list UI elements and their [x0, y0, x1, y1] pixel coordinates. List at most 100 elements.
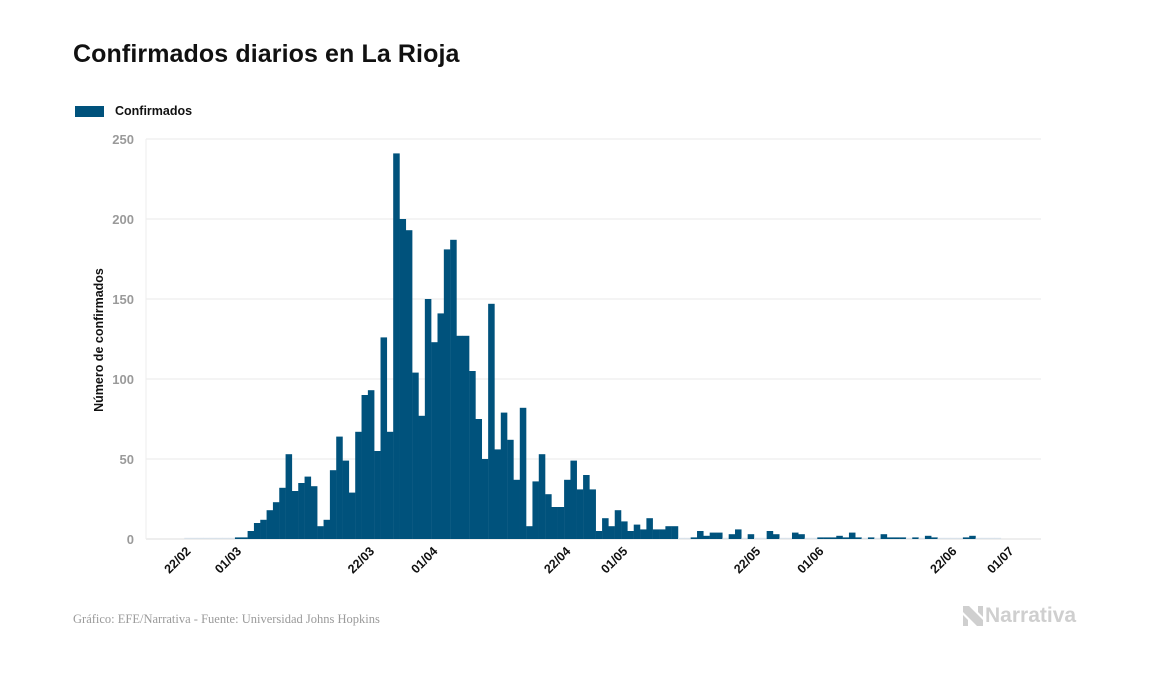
bar — [488, 303, 495, 539]
bar — [583, 475, 590, 539]
bar — [374, 451, 381, 539]
bar — [228, 537, 236, 539]
bar — [950, 537, 957, 539]
bar — [886, 537, 894, 539]
y-tick-label: 100 — [112, 372, 134, 387]
bar — [874, 537, 881, 539]
x-tick-label: 22/04 — [541, 544, 573, 576]
bar — [336, 436, 343, 539]
x-tick-label: 22/06 — [927, 544, 959, 576]
bar — [595, 531, 603, 539]
bar — [190, 537, 198, 539]
bar — [665, 526, 672, 539]
y-tick-label: 150 — [112, 292, 134, 307]
bar — [355, 431, 362, 539]
bar — [646, 518, 653, 539]
x-tick-label: 01/07 — [984, 544, 1016, 576]
chart-title: Confirmados diarios en La Rioja — [73, 40, 460, 68]
bar — [481, 459, 489, 539]
bar — [551, 507, 558, 539]
bar — [754, 537, 761, 539]
bar — [779, 537, 786, 539]
bar — [893, 537, 900, 539]
bar — [810, 537, 818, 539]
bar — [532, 481, 539, 539]
bar — [836, 535, 843, 539]
bar — [513, 479, 520, 539]
bar — [962, 537, 970, 539]
bar — [975, 537, 983, 539]
bar — [412, 372, 419, 539]
bar — [564, 479, 571, 539]
bar — [393, 153, 400, 539]
bar — [215, 537, 223, 539]
bar — [690, 537, 698, 539]
y-tick-label: 0 — [127, 532, 134, 547]
bar — [323, 519, 331, 539]
bar — [905, 537, 913, 539]
bar — [747, 534, 755, 539]
bar — [589, 489, 596, 539]
bar — [424, 299, 432, 539]
bar — [450, 239, 457, 540]
bar — [576, 489, 584, 539]
source-credit: Gráfico: EFE/Narrativa - Fuente: Univers… — [73, 612, 380, 626]
bar — [222, 537, 229, 539]
bar — [627, 531, 634, 539]
bar — [291, 491, 299, 539]
bar — [209, 537, 217, 539]
bar — [981, 537, 989, 539]
bar — [367, 390, 375, 539]
bar — [310, 486, 318, 539]
bar — [272, 502, 280, 539]
bar — [519, 407, 527, 539]
bar — [798, 534, 805, 539]
bar — [943, 537, 951, 539]
bar — [437, 313, 445, 539]
bar — [462, 335, 470, 539]
bar — [829, 537, 837, 539]
bar — [570, 460, 577, 539]
bar — [234, 537, 242, 539]
x-tick-label: 22/03 — [345, 544, 377, 576]
x-tick-label: 01/03 — [212, 544, 244, 576]
bar — [867, 537, 875, 539]
bar — [697, 531, 704, 539]
bar — [659, 529, 666, 539]
bar — [241, 537, 248, 539]
bar — [735, 529, 742, 539]
legend-swatch — [75, 105, 104, 117]
bar — [842, 537, 850, 539]
x-tick-label: 22/05 — [731, 544, 763, 576]
brand-logo: Narrativa — [963, 604, 1076, 628]
y-tick-label: 200 — [112, 212, 134, 227]
bar — [329, 470, 337, 539]
gridlines — [145, 138, 1041, 540]
bar — [203, 537, 210, 539]
bar — [247, 531, 255, 539]
bar — [399, 219, 407, 539]
x-tick-label: 22/02 — [162, 544, 194, 576]
y-tick-label: 250 — [112, 132, 134, 147]
bar — [741, 537, 748, 539]
bar — [633, 524, 641, 539]
bar — [880, 534, 888, 539]
bar — [253, 523, 261, 539]
bar — [709, 532, 717, 539]
bar — [931, 537, 938, 539]
bar — [431, 342, 438, 539]
bar — [380, 337, 388, 539]
bar — [912, 537, 919, 539]
bar — [538, 454, 546, 539]
bar — [716, 532, 723, 539]
bar — [956, 537, 964, 539]
bar — [469, 371, 476, 539]
bar — [526, 526, 533, 539]
bar — [443, 249, 451, 539]
legend-label: Confirmados — [115, 104, 193, 118]
bar — [899, 537, 907, 539]
bar — [703, 535, 710, 539]
bar — [766, 531, 774, 539]
bar — [317, 526, 324, 539]
bar — [298, 483, 305, 539]
